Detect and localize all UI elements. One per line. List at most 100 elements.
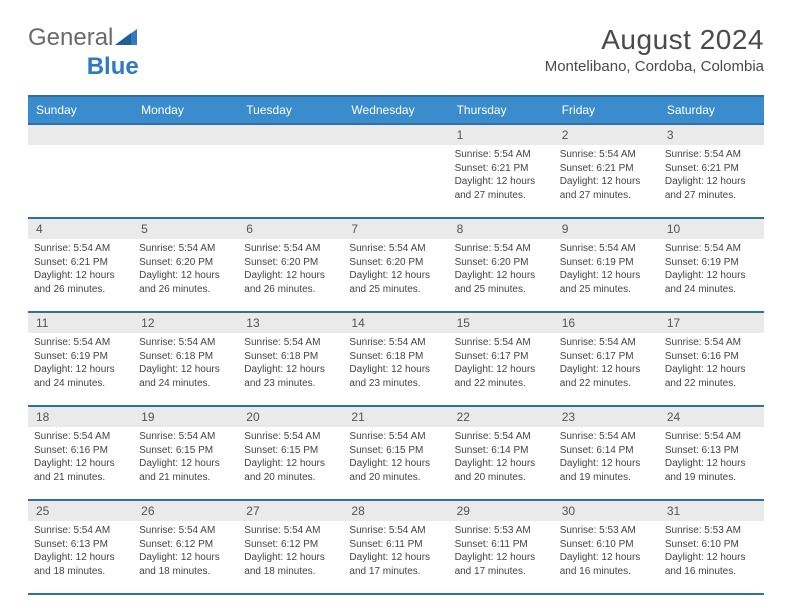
day-number: 16: [554, 313, 659, 333]
day-details: Sunrise: 5:53 AMSunset: 6:10 PMDaylight:…: [554, 521, 659, 584]
day-details: Sunrise: 5:54 AMSunset: 6:15 PMDaylight:…: [238, 427, 343, 490]
daylight-text: Daylight: 12 hours and 18 minutes.: [34, 551, 127, 578]
sunrise-text: Sunrise: 5:54 AM: [665, 430, 758, 444]
day-number: 23: [554, 407, 659, 427]
day-number: [343, 125, 448, 145]
day-number: 24: [659, 407, 764, 427]
calendar-day: 10Sunrise: 5:54 AMSunset: 6:19 PMDayligh…: [659, 219, 764, 311]
weekday-sunday: Sunday: [28, 97, 133, 123]
day-details: Sunrise: 5:54 AMSunset: 6:17 PMDaylight:…: [554, 333, 659, 396]
day-number: 26: [133, 501, 238, 521]
sunset-text: Sunset: 6:11 PM: [455, 538, 548, 552]
sunset-text: Sunset: 6:17 PM: [560, 350, 653, 364]
daylight-text: Daylight: 12 hours and 16 minutes.: [665, 551, 758, 578]
day-details: Sunrise: 5:54 AMSunset: 6:18 PMDaylight:…: [238, 333, 343, 396]
calendar-day: 13Sunrise: 5:54 AMSunset: 6:18 PMDayligh…: [238, 313, 343, 405]
calendar-day: 18Sunrise: 5:54 AMSunset: 6:16 PMDayligh…: [28, 407, 133, 499]
sunrise-text: Sunrise: 5:54 AM: [139, 336, 232, 350]
day-number: 29: [449, 501, 554, 521]
sunset-text: Sunset: 6:21 PM: [560, 162, 653, 176]
day-number: 28: [343, 501, 448, 521]
calendar-day: [28, 125, 133, 217]
sunset-text: Sunset: 6:10 PM: [560, 538, 653, 552]
calendar-day: 28Sunrise: 5:54 AMSunset: 6:11 PMDayligh…: [343, 501, 448, 593]
calendar-day: [133, 125, 238, 217]
day-number: 27: [238, 501, 343, 521]
calendar-day: 26Sunrise: 5:54 AMSunset: 6:12 PMDayligh…: [133, 501, 238, 593]
sunrise-text: Sunrise: 5:54 AM: [455, 336, 548, 350]
sunrise-text: Sunrise: 5:54 AM: [349, 430, 442, 444]
calendar-day: 9Sunrise: 5:54 AMSunset: 6:19 PMDaylight…: [554, 219, 659, 311]
day-number: 13: [238, 313, 343, 333]
calendar-day: 8Sunrise: 5:54 AMSunset: 6:20 PMDaylight…: [449, 219, 554, 311]
daylight-text: Daylight: 12 hours and 20 minutes.: [349, 457, 442, 484]
day-number: [238, 125, 343, 145]
calendar-day: 15Sunrise: 5:54 AMSunset: 6:17 PMDayligh…: [449, 313, 554, 405]
day-details: Sunrise: 5:54 AMSunset: 6:11 PMDaylight:…: [343, 521, 448, 584]
sunset-text: Sunset: 6:13 PM: [34, 538, 127, 552]
daylight-text: Daylight: 12 hours and 16 minutes.: [560, 551, 653, 578]
calendar-day: 17Sunrise: 5:54 AMSunset: 6:16 PMDayligh…: [659, 313, 764, 405]
day-details: Sunrise: 5:54 AMSunset: 6:21 PMDaylight:…: [554, 145, 659, 208]
day-details: Sunrise: 5:54 AMSunset: 6:12 PMDaylight:…: [133, 521, 238, 584]
sunset-text: Sunset: 6:21 PM: [34, 256, 127, 270]
sunrise-text: Sunrise: 5:54 AM: [34, 430, 127, 444]
weekday-wednesday: Wednesday: [343, 97, 448, 123]
day-details: Sunrise: 5:54 AMSunset: 6:14 PMDaylight:…: [554, 427, 659, 490]
calendar-day: 6Sunrise: 5:54 AMSunset: 6:20 PMDaylight…: [238, 219, 343, 311]
sunrise-text: Sunrise: 5:54 AM: [455, 242, 548, 256]
day-number: 3: [659, 125, 764, 145]
sunrise-text: Sunrise: 5:53 AM: [560, 524, 653, 538]
day-number: 15: [449, 313, 554, 333]
day-number: 4: [28, 219, 133, 239]
sunrise-text: Sunrise: 5:54 AM: [34, 242, 127, 256]
sunrise-text: Sunrise: 5:54 AM: [244, 430, 337, 444]
sunset-text: Sunset: 6:16 PM: [665, 350, 758, 364]
calendar-day: [238, 125, 343, 217]
day-number: 2: [554, 125, 659, 145]
daylight-text: Daylight: 12 hours and 26 minutes.: [34, 269, 127, 296]
sunrise-text: Sunrise: 5:53 AM: [665, 524, 758, 538]
daylight-text: Daylight: 12 hours and 17 minutes.: [455, 551, 548, 578]
day-details: Sunrise: 5:53 AMSunset: 6:11 PMDaylight:…: [449, 521, 554, 584]
daylight-text: Daylight: 12 hours and 20 minutes.: [455, 457, 548, 484]
calendar-week: 25Sunrise: 5:54 AMSunset: 6:13 PMDayligh…: [28, 499, 764, 595]
day-number: 1: [449, 125, 554, 145]
calendar-day: 20Sunrise: 5:54 AMSunset: 6:15 PMDayligh…: [238, 407, 343, 499]
day-details: Sunrise: 5:54 AMSunset: 6:19 PMDaylight:…: [28, 333, 133, 396]
sunset-text: Sunset: 6:15 PM: [244, 444, 337, 458]
daylight-text: Daylight: 12 hours and 22 minutes.: [560, 363, 653, 390]
day-details: Sunrise: 5:54 AMSunset: 6:13 PMDaylight:…: [28, 521, 133, 584]
day-details: [343, 145, 448, 154]
sunset-text: Sunset: 6:14 PM: [560, 444, 653, 458]
weekday-monday: Monday: [133, 97, 238, 123]
sunset-text: Sunset: 6:20 PM: [139, 256, 232, 270]
sunset-text: Sunset: 6:11 PM: [349, 538, 442, 552]
daylight-text: Daylight: 12 hours and 20 minutes.: [244, 457, 337, 484]
daylight-text: Daylight: 12 hours and 27 minutes.: [560, 175, 653, 202]
sunrise-text: Sunrise: 5:54 AM: [244, 242, 337, 256]
day-details: Sunrise: 5:54 AMSunset: 6:20 PMDaylight:…: [449, 239, 554, 302]
sunrise-text: Sunrise: 5:54 AM: [455, 148, 548, 162]
brand-logo: General: [28, 24, 137, 52]
day-number: 19: [133, 407, 238, 427]
sunset-text: Sunset: 6:15 PM: [349, 444, 442, 458]
calendar-week: 11Sunrise: 5:54 AMSunset: 6:19 PMDayligh…: [28, 311, 764, 405]
daylight-text: Daylight: 12 hours and 24 minutes.: [139, 363, 232, 390]
sunrise-text: Sunrise: 5:54 AM: [665, 242, 758, 256]
daylight-text: Daylight: 12 hours and 22 minutes.: [665, 363, 758, 390]
day-details: [133, 145, 238, 154]
sunrise-text: Sunrise: 5:54 AM: [665, 336, 758, 350]
sunrise-text: Sunrise: 5:54 AM: [349, 242, 442, 256]
calendar-day: 11Sunrise: 5:54 AMSunset: 6:19 PMDayligh…: [28, 313, 133, 405]
calendar-day: [343, 125, 448, 217]
calendar-day: 4 Sunrise: 5:54 AMSunset: 6:21 PMDaylight…: [28, 219, 133, 311]
weekday-tuesday: Tuesday: [238, 97, 343, 123]
daylight-text: Daylight: 12 hours and 21 minutes.: [139, 457, 232, 484]
sunrise-text: Sunrise: 5:54 AM: [244, 336, 337, 350]
day-number: 25: [28, 501, 133, 521]
calendar-day: 30Sunrise: 5:53 AMSunset: 6:10 PMDayligh…: [554, 501, 659, 593]
sunset-text: Sunset: 6:19 PM: [34, 350, 127, 364]
day-number: 8: [449, 219, 554, 239]
daylight-text: Daylight: 12 hours and 19 minutes.: [560, 457, 653, 484]
